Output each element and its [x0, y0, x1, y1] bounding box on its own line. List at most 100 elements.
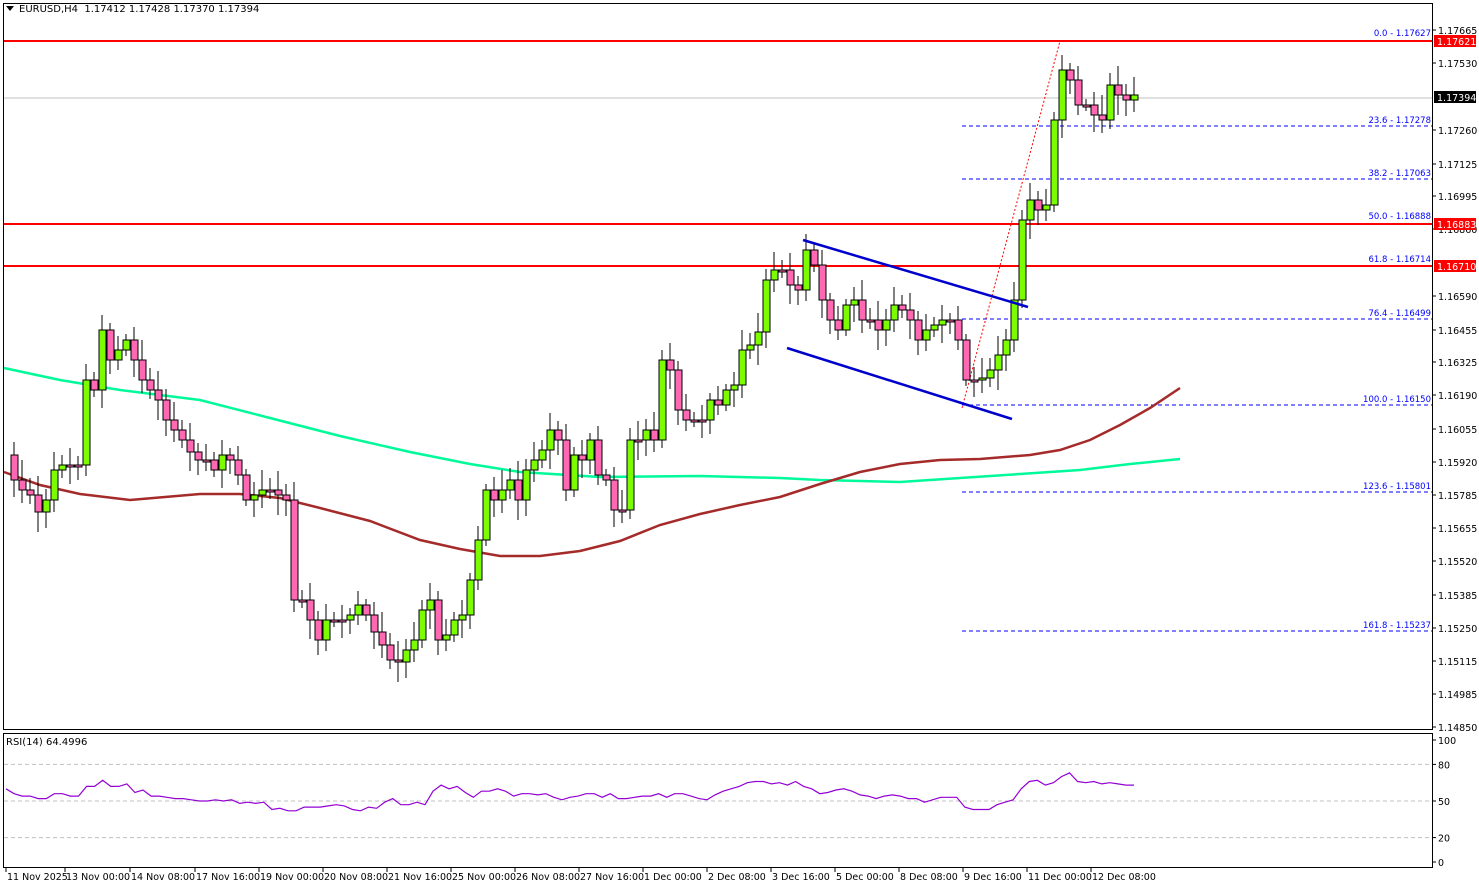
- bull-candle: [402, 649, 411, 663]
- bear-candle: [962, 339, 971, 381]
- bear-candle: [666, 359, 675, 371]
- bull-candle: [410, 639, 419, 651]
- bear-candle: [1066, 69, 1075, 81]
- bear-candle: [1074, 79, 1083, 106]
- bull-candle: [706, 399, 715, 421]
- bull-candle: [754, 331, 763, 346]
- bull-candle: [82, 379, 91, 466]
- triangle-down-icon[interactable]: [6, 6, 14, 11]
- bear-candle: [186, 439, 195, 453]
- time-tick: 2 Dec 08:00: [708, 872, 766, 883]
- price-tick: 1.14985: [1438, 690, 1477, 701]
- channel-upper-line[interactable]: [802, 238, 1029, 309]
- time-tick: 14 Nov 08:00: [131, 872, 195, 883]
- bear-candle: [594, 439, 603, 476]
- price-axis: 1.17665 1.17530 1.17260 1.17125 1.16995 1.168…: [1432, 26, 1477, 734]
- price-tick: 1.16590: [1438, 292, 1477, 303]
- price-tag: [1434, 35, 1476, 47]
- fib-level-label: 100.0 - 1.16150: [1363, 395, 1431, 405]
- bear-candle: [906, 309, 915, 321]
- bull-candle: [730, 384, 739, 391]
- bear-candle: [866, 319, 875, 323]
- ma-slow-line: [3, 366, 1181, 484]
- bear-candle: [898, 304, 907, 311]
- bull-candle: [882, 319, 891, 331]
- bear-candle: [1082, 104, 1091, 108]
- rsi-tick: 0: [1438, 858, 1444, 869]
- rsi-line: [5, 772, 1134, 812]
- price-tick: 1.15520: [1438, 557, 1477, 568]
- price-tick: 1.15920: [1438, 458, 1477, 469]
- price-tick: 1.16860: [1438, 225, 1477, 236]
- svg-text:1.16883: 1.16883: [1437, 220, 1476, 231]
- ohlc-values: 1.17412 1.17428 1.17370 1.17394: [84, 4, 260, 15]
- bear-candle: [818, 264, 827, 301]
- bear-candle: [202, 459, 211, 463]
- rsi-tick: 20: [1438, 834, 1450, 845]
- fib-level-label: 76.4 - 1.16499: [1368, 309, 1431, 319]
- bear-candle: [266, 489, 275, 493]
- bear-candle: [434, 599, 443, 641]
- bear-candle: [1122, 94, 1131, 101]
- time-tick: 13 Nov 00:00: [66, 872, 130, 883]
- price-tick: 1.14850: [1438, 723, 1477, 734]
- price-tick: 1.15385: [1438, 591, 1477, 602]
- bear-candle: [1098, 114, 1107, 121]
- time-tick: 27 Nov 16:00: [580, 872, 644, 883]
- moving-averages: [3, 366, 1181, 558]
- price-tick: 1.16190: [1438, 391, 1477, 402]
- bear-candle: [314, 619, 323, 641]
- time-tick: 20 Nov 08:00: [324, 872, 388, 883]
- bear-candle: [914, 319, 923, 341]
- bear-candle: [66, 464, 75, 468]
- chart-title: EURUSD,H4 1.17412 1.17428 1.17370 1.1739…: [6, 4, 259, 15]
- bear-candle: [10, 454, 19, 481]
- price-tick: 1.16325: [1438, 358, 1477, 369]
- bull-candle: [722, 389, 731, 406]
- bull-candle: [1002, 339, 1011, 356]
- bull-candle: [354, 604, 363, 616]
- bull-candle: [850, 299, 859, 306]
- channel-lower-line[interactable]: [786, 346, 1013, 421]
- bull-candle: [1042, 204, 1051, 211]
- bear-candle: [602, 474, 611, 481]
- bull-candle: [522, 469, 531, 501]
- price-tick: 1.16055: [1438, 425, 1477, 436]
- bear-candle: [18, 479, 27, 491]
- bull-candle: [122, 339, 131, 351]
- bear-candle: [562, 439, 571, 491]
- bull-candle: [466, 579, 475, 616]
- bull-candle: [50, 469, 59, 501]
- time-tick: 21 Nov 16:00: [388, 872, 452, 883]
- bull-candle: [930, 324, 939, 331]
- bear-candle: [210, 459, 219, 471]
- price-tag: [1434, 91, 1476, 103]
- bear-candle: [1034, 199, 1043, 211]
- bear-candle: [954, 319, 963, 341]
- bear-candle: [34, 494, 43, 513]
- bull-candle: [770, 269, 779, 281]
- bull-candle: [346, 614, 355, 621]
- descending-channel[interactable]: [786, 238, 1029, 421]
- bull-candle: [258, 489, 267, 496]
- bull-candle: [738, 349, 747, 386]
- fibonacci-retracement[interactable]: 0.0 - 1.17627 23.6 - 1.17278 38.2 - 1.1706…: [961, 29, 1432, 632]
- bull-candle: [626, 439, 635, 511]
- bear-candle: [1114, 84, 1123, 96]
- fib-level-label: 50.0 - 1.16888: [1368, 212, 1431, 222]
- rsi-tick: 100: [1438, 736, 1456, 747]
- bull-candle: [842, 304, 851, 331]
- bull-candle: [762, 279, 771, 333]
- bear-candle: [226, 454, 235, 461]
- bull-candle: [1058, 69, 1067, 121]
- ma-fast-line: [3, 386, 1181, 558]
- price-tag: [1434, 218, 1476, 230]
- bull-candle: [458, 614, 467, 621]
- fib-level-label: 123.6 - 1.15801: [1363, 482, 1431, 492]
- bull-candle: [1026, 199, 1035, 221]
- bull-candle: [426, 599, 435, 611]
- bear-candle: [682, 409, 691, 421]
- fib-level-label: 23.6 - 1.17278: [1368, 116, 1431, 126]
- time-tick: 26 Nov 08:00: [516, 872, 580, 883]
